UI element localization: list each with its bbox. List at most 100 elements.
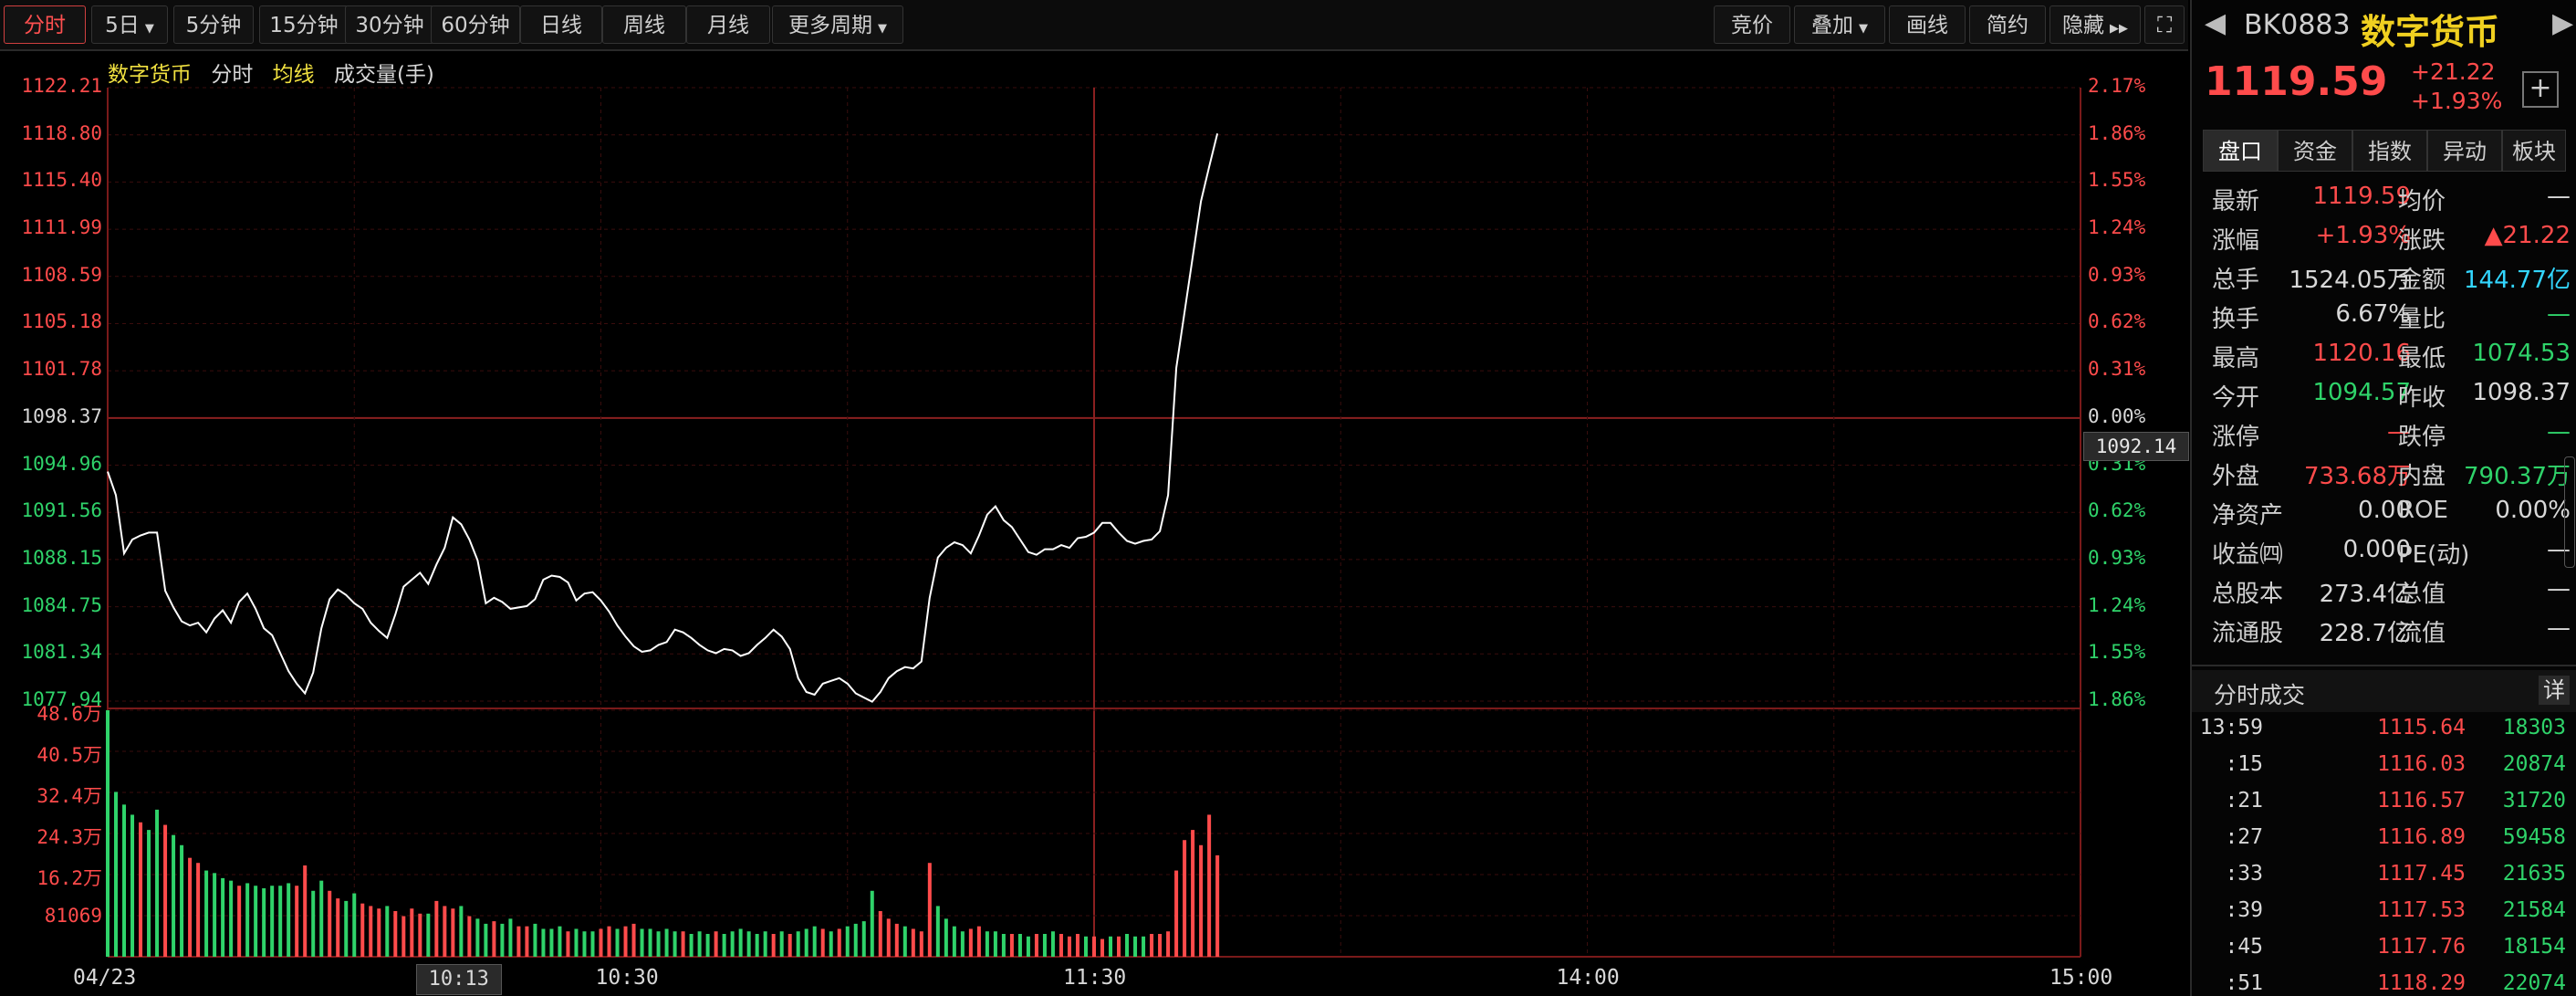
volume-bar bbox=[853, 923, 858, 957]
tab-index[interactable]: 指数 bbox=[2352, 130, 2427, 172]
tab-movement[interactable]: 异动 bbox=[2427, 130, 2502, 172]
quote-value: 0.00% bbox=[2495, 497, 2571, 524]
tick-time: 13:59 bbox=[2199, 716, 2263, 739]
volume-bar bbox=[533, 923, 537, 957]
cursor-time-label: 10:13 bbox=[415, 964, 502, 995]
quote-value: 1524.05万 bbox=[2289, 267, 2411, 294]
quote-value: 1098.37 bbox=[2472, 379, 2571, 406]
tick-time: :21 bbox=[2225, 789, 2263, 813]
volume-bar bbox=[1026, 936, 1030, 957]
period-tab-daily[interactable]: 日线 bbox=[520, 5, 602, 44]
quote-value: — bbox=[2547, 575, 2571, 603]
add-watchlist-icon[interactable]: + bbox=[2522, 71, 2559, 108]
volume-bar bbox=[311, 890, 316, 957]
volume-bar bbox=[328, 890, 332, 957]
volume-bar bbox=[1158, 934, 1163, 957]
price-tick-label: 1108.59 bbox=[21, 263, 102, 286]
period-tab-timeshare[interactable]: 分时 bbox=[4, 5, 86, 44]
volume-bar bbox=[714, 931, 718, 957]
volume-bar bbox=[270, 886, 275, 957]
timeshare-chart[interactable]: 数字货币 分时 均线 成交量(手) 1122.21 1118.80 1115.40 1… bbox=[0, 51, 2189, 996]
simple-mode-button[interactable]: 简约 bbox=[1969, 5, 2046, 44]
volume-bar bbox=[1183, 840, 1187, 957]
volume-bar bbox=[1215, 854, 1220, 957]
hide-button[interactable]: 隐藏 ▶▶ bbox=[2049, 5, 2141, 44]
divider bbox=[2192, 665, 2576, 666]
price-tick-label: 1088.15 bbox=[21, 546, 102, 569]
volume-bar bbox=[541, 928, 546, 957]
time-tick-label: 04/23 bbox=[73, 966, 137, 990]
pct-tick-label: 0.00% bbox=[2088, 404, 2146, 427]
tick-volume: 18154 bbox=[2502, 935, 2566, 959]
volume-bar bbox=[147, 830, 151, 957]
pct-tick-label: 1.86% bbox=[2088, 121, 2146, 144]
volume-bar bbox=[894, 923, 899, 957]
tab-sector[interactable]: 板块 bbox=[2502, 130, 2566, 172]
overlay-dropdown[interactable]: 叠加 ▼ bbox=[1794, 5, 1885, 44]
volume-bar bbox=[336, 898, 340, 957]
next-arrow-icon[interactable]: ▶ bbox=[2552, 7, 2574, 39]
period-tab-monthly[interactable]: 月线 bbox=[686, 5, 770, 44]
period-tab-30min[interactable]: 30分钟 bbox=[345, 5, 434, 44]
panel-scrollbar[interactable] bbox=[2564, 456, 2575, 568]
volume-bar bbox=[163, 824, 168, 957]
period-tab-60min[interactable]: 60分钟 bbox=[431, 5, 520, 44]
pct-tick-label: 1.24% bbox=[2088, 593, 2146, 616]
volume-bar bbox=[155, 809, 160, 957]
volume-bar bbox=[1042, 934, 1047, 957]
price-tick-label: 1081.34 bbox=[21, 641, 102, 664]
period-tab-5min[interactable]: 5分钟 bbox=[173, 5, 254, 44]
price-tick-label: 1105.18 bbox=[21, 310, 102, 333]
tab-orderbook[interactable]: 盘口 bbox=[2203, 130, 2278, 172]
volume-bar bbox=[623, 926, 628, 957]
volume-bar bbox=[599, 928, 603, 957]
volume-bar bbox=[221, 877, 225, 957]
volume-bar bbox=[746, 931, 751, 957]
price-line bbox=[107, 132, 1219, 703]
auction-button[interactable]: 竞价 bbox=[1714, 5, 1790, 44]
quote-label: 昨收 bbox=[2398, 384, 2446, 412]
quote-label: 总手 bbox=[2212, 267, 2260, 294]
volume-bar bbox=[229, 880, 234, 957]
volume-bar bbox=[968, 928, 973, 957]
volume-bar bbox=[278, 886, 283, 957]
period-tab-weekly[interactable]: 周线 bbox=[602, 5, 686, 44]
price-tick-label: 1098.37 bbox=[21, 404, 102, 427]
volume-bar bbox=[114, 792, 119, 957]
volume-bar bbox=[344, 900, 349, 957]
volume-bar bbox=[492, 921, 496, 957]
volume-bar bbox=[689, 934, 694, 957]
quote-value: 228.7亿 bbox=[2319, 620, 2411, 647]
quote-value: ▲21.22 bbox=[2484, 222, 2571, 249]
volume-bar bbox=[1133, 936, 1138, 957]
quote-label: 流值 bbox=[2398, 620, 2446, 647]
tick-price: 1116.57 bbox=[2377, 789, 2466, 813]
expand-icon[interactable]: ⛶ bbox=[2144, 5, 2185, 44]
volume-bar bbox=[106, 710, 110, 957]
volume-bar bbox=[1067, 936, 1071, 957]
volume-bar bbox=[484, 923, 488, 957]
quote-value: — bbox=[2547, 614, 2571, 642]
tick-time: :39 bbox=[2225, 898, 2263, 922]
chart-legend: 数字货币 分时 均线 成交量(手) bbox=[108, 57, 434, 88]
tab-funds[interactable]: 资金 bbox=[2278, 130, 2352, 172]
volume-bar bbox=[771, 934, 776, 957]
quote-value: 6.67% bbox=[2335, 300, 2411, 328]
period-tab-5day[interactable]: 5日 ▼ bbox=[91, 5, 168, 44]
quote-label: 换手 bbox=[2212, 306, 2260, 333]
period-tab-15min[interactable]: 15分钟 bbox=[259, 5, 349, 44]
volume-bar bbox=[845, 926, 850, 957]
volume-bar bbox=[656, 931, 661, 957]
tick-price: 1118.29 bbox=[2377, 971, 2466, 995]
volume-bar bbox=[385, 906, 390, 957]
quote-label: 收益㈣ bbox=[2212, 541, 2284, 569]
prev-arrow-icon[interactable]: ◀ bbox=[2205, 7, 2227, 39]
ticks-detail-button[interactable]: 详 bbox=[2539, 676, 2570, 705]
time-tick-label: 15:00 bbox=[2049, 966, 2113, 990]
draw-line-button[interactable]: 画线 bbox=[1889, 5, 1966, 44]
volume-bar bbox=[1092, 936, 1096, 957]
more-periods-dropdown[interactable]: 更多周期 ▼ bbox=[772, 5, 903, 44]
ticks-title: 分时成交 bbox=[2214, 682, 2306, 708]
quote-value: 273.4亿 bbox=[2319, 581, 2411, 608]
quote-label: 今开 bbox=[2212, 384, 2260, 412]
